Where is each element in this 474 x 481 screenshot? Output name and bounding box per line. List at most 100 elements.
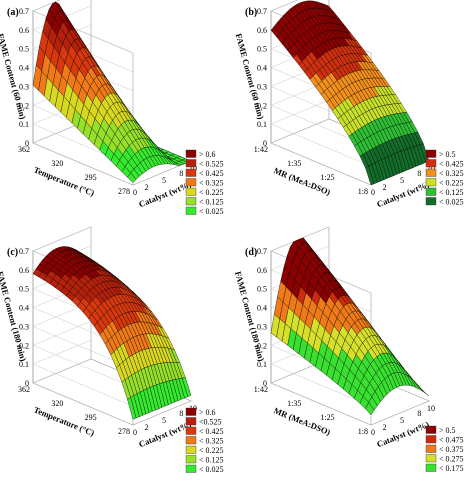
legend-label: < 0.175 bbox=[439, 464, 464, 473]
legend-a: > 0.6< 0.525< 0.425< 0.325< 0.225< 0.125… bbox=[185, 149, 224, 216]
x-tick-label: 5 bbox=[162, 416, 166, 425]
y-tick-label: 320 bbox=[51, 399, 63, 408]
legend-swatch bbox=[185, 168, 197, 177]
legend-label: < 0.225 bbox=[439, 179, 464, 188]
legend-swatch bbox=[425, 425, 437, 434]
surface-cell bbox=[181, 377, 192, 397]
y-tick-label: 1:35 bbox=[287, 159, 301, 168]
legend-swatch bbox=[425, 197, 437, 206]
z-tick-label: 0.6 bbox=[19, 266, 29, 275]
legend-label: < 0.425 bbox=[439, 160, 464, 169]
legend-b: > 0.5< 0.425< 0.325< 0.225< 0.125< 0.025 bbox=[425, 149, 464, 207]
response-surface bbox=[270, 0, 430, 186]
x-tick-label: 10 bbox=[189, 164, 197, 173]
z-tick-label: 0.3 bbox=[19, 322, 29, 331]
legend-label: > 0.6 bbox=[199, 408, 216, 417]
x-tick-label: 5 bbox=[400, 416, 404, 425]
z-tick-label: 0.1 bbox=[257, 120, 267, 129]
legend-swatch bbox=[425, 159, 437, 168]
y-tick-label: 1:35 bbox=[287, 399, 301, 408]
x-tick-label: 0 bbox=[371, 188, 375, 197]
legend-swatch bbox=[185, 197, 197, 206]
z-tick-label: 0.1 bbox=[19, 360, 29, 369]
legend-label: > 0.5 bbox=[439, 150, 456, 159]
legend-c: > 0.6<0.525< 0.425< 0.325< 0.225< 0.125<… bbox=[185, 407, 224, 474]
legend-label: < 0.425 bbox=[199, 427, 224, 436]
z-tick-label: 0.6 bbox=[257, 26, 267, 35]
legend-label: < 0.225 bbox=[199, 188, 224, 197]
y-tick-label: 1:42 bbox=[254, 385, 268, 394]
z-tick-label: 0 bbox=[263, 379, 267, 388]
z-tick-label: 0.3 bbox=[19, 82, 29, 91]
response-surface bbox=[32, 1, 192, 183]
z-tick-label: 0.2 bbox=[257, 101, 267, 110]
legend-swatch bbox=[425, 463, 437, 472]
x-tick-label: 0 bbox=[133, 188, 137, 197]
x-tick-label: 5 bbox=[400, 176, 404, 185]
legend-swatch bbox=[185, 464, 197, 473]
legend-label: < 0.125 bbox=[199, 198, 224, 207]
legend-swatch bbox=[185, 206, 197, 215]
legend-label: <0.525 bbox=[199, 418, 222, 427]
legend-swatch bbox=[425, 187, 437, 196]
z-tick-label: 0.6 bbox=[257, 266, 267, 275]
y-tick-label: 1:25 bbox=[320, 173, 334, 182]
z-tick-label: 0.3 bbox=[257, 322, 267, 331]
z-tick-label: 0.7 bbox=[19, 7, 29, 16]
legend-label: < 0.525 bbox=[199, 160, 224, 169]
legend-swatch bbox=[425, 444, 437, 453]
y-tick-label: 1:25 bbox=[320, 413, 334, 422]
x-tick-label: 8 bbox=[417, 169, 421, 178]
legend-swatch bbox=[425, 454, 437, 463]
z-tick-label: 0.2 bbox=[257, 341, 267, 350]
surface-cell bbox=[420, 387, 430, 397]
legend-label: < 0.325 bbox=[199, 437, 224, 446]
x-tick-label: 8 bbox=[179, 409, 183, 418]
legend-label: < 0.125 bbox=[199, 456, 224, 465]
z-tick-label: 0.1 bbox=[19, 120, 29, 129]
legend-label: > 0.6 bbox=[199, 150, 216, 159]
legend-d: > 0.5< 0.475< 0.375< 0.275< 0.175 bbox=[425, 425, 464, 473]
panel-label: (a) bbox=[7, 7, 19, 18]
panel-label: (b) bbox=[245, 7, 257, 18]
z-tick-label: 0 bbox=[263, 139, 267, 148]
x-tick-label: 2 bbox=[145, 423, 149, 432]
legend-swatch bbox=[185, 178, 197, 187]
legend-swatch bbox=[185, 445, 197, 454]
z-tick-label: 0.4 bbox=[19, 304, 29, 313]
legend-swatch bbox=[185, 149, 197, 158]
x-tick-label: 5 bbox=[162, 176, 166, 185]
z-tick-label: 0.2 bbox=[19, 341, 29, 350]
y-tick-label: 320 bbox=[51, 159, 63, 168]
legend-label: < 0.025 bbox=[199, 207, 224, 216]
z-tick-label: 0.5 bbox=[19, 285, 29, 294]
z-tick-label: 0.4 bbox=[19, 64, 29, 73]
legend-label: < 0.325 bbox=[439, 169, 464, 178]
x-tick-label: 8 bbox=[179, 169, 183, 178]
x-tick-label: 2 bbox=[145, 183, 149, 192]
x-tick-label: 0 bbox=[371, 428, 375, 437]
response-surface bbox=[32, 246, 192, 420]
legend-swatch bbox=[425, 178, 437, 187]
y-tick-label: 278 bbox=[118, 187, 130, 196]
legend-swatch bbox=[185, 407, 197, 416]
legend-label: < 0.225 bbox=[199, 446, 224, 455]
legend-swatch bbox=[185, 159, 197, 168]
z-tick-label: 0 bbox=[25, 379, 29, 388]
y-tick-label: 295 bbox=[85, 173, 97, 182]
z-tick-label: 0.7 bbox=[257, 247, 267, 256]
legend-label: < 0.375 bbox=[439, 445, 464, 454]
panel-label: (c) bbox=[7, 247, 18, 258]
z-tick-label: 0.6 bbox=[19, 26, 29, 35]
legend-label: > 0.5 bbox=[439, 426, 456, 435]
legend-label: < 0.025 bbox=[199, 465, 224, 474]
legend-label: < 0.475 bbox=[439, 436, 464, 445]
legend-label: < 0.425 bbox=[199, 169, 224, 178]
y-tick-label: 295 bbox=[85, 413, 97, 422]
legend-label: < 0.275 bbox=[439, 455, 464, 464]
x-tick-label: 0 bbox=[133, 428, 137, 437]
